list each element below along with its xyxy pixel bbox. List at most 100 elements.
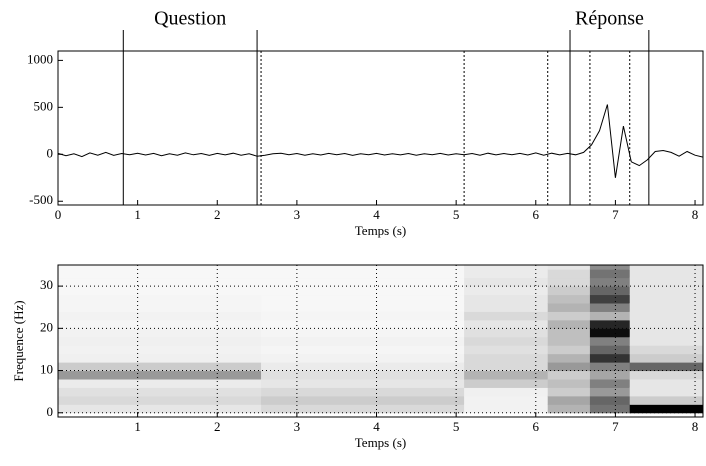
x-tick-label: 7 [612,207,619,222]
heat-cell [589,404,631,414]
heat-cell [589,294,631,304]
heat-cell [589,345,631,355]
heat-cell [464,277,549,287]
y-tick-label: 1000 [27,51,53,66]
heat-cell [58,404,262,414]
x-tick-label: 1 [134,419,141,434]
heat-cell [547,303,591,312]
heat-cell [58,286,262,296]
plot-frame [57,50,704,206]
plot-frame [57,264,704,418]
x-tick-label: 2 [214,419,221,434]
y-tick-label: 0 [47,145,54,160]
x-tick-label: 4 [373,207,380,222]
y-tick-label: -500 [29,192,53,207]
heat-cell [261,277,465,287]
y-tick-label: 10 [40,362,53,377]
heat-cell [589,362,631,372]
y-tick-label: 500 [34,98,54,113]
x-tick-label: 8 [692,419,699,434]
heat-cell [464,265,549,270]
x-tick-label: 5 [453,419,460,434]
heat-cell [58,269,262,279]
x-tick-label: 2 [214,207,221,222]
heat-cell [629,387,704,397]
heat-cell [547,286,591,296]
heat-cell [261,286,465,296]
heat-cell [464,395,549,405]
heat-cell [464,303,549,312]
x-tick-label: 6 [533,207,540,222]
x-tick-label: 4 [373,419,380,434]
heat-cell [261,319,465,329]
heat-cell [58,265,262,270]
y-tick-label: 20 [40,319,53,334]
heat-cell [547,404,591,414]
heat-cell [629,353,704,363]
heat-cell [629,328,704,338]
heat-cell [589,395,631,405]
heat-cell [629,345,704,355]
heat-cell [629,336,704,346]
heat-cell [58,336,262,346]
y-tick-label: 0 [47,404,54,419]
heat-cell [589,336,631,346]
heat-cell [629,362,704,372]
waveform [57,104,704,178]
heat-cell [629,311,704,321]
heat-cell [464,353,549,363]
heat-cell [261,294,465,304]
heat-cell [547,294,591,304]
heat-cell [464,269,549,279]
heat-cell [464,387,549,397]
heat-cell [261,353,465,363]
heat-cell [464,328,549,338]
heat-cell [547,336,591,346]
heat-cell [464,286,549,296]
heat-cell [629,303,704,312]
heat-cell [547,328,591,338]
heat-cell [464,311,549,321]
heat-cell [58,395,262,405]
heat-cell [547,345,591,355]
heat-cell [261,265,465,270]
heat-cell [464,345,549,355]
heat-cell [261,303,465,312]
heat-cell [629,319,704,329]
y-tick-label: 30 [40,277,53,292]
heat-cell [589,379,631,388]
heat-cell [629,294,704,304]
heat-cell [58,362,262,372]
heat-cell [629,404,704,414]
x-tick-label: 8 [692,207,699,222]
heat-cell [629,269,704,279]
heat-cell [589,265,631,270]
annotation: Question [154,8,226,30]
heat-cell [589,328,631,338]
heat-cell [261,345,465,355]
heat-cell [464,362,549,372]
heat-cell [547,387,591,397]
heat-cell [58,345,262,355]
heat-cell [629,265,704,270]
heat-cell [261,269,465,279]
heat-cell [464,379,549,388]
heat-cell [547,277,591,287]
heat-cell [629,277,704,287]
x-axis-label: Temps (s) [355,223,406,238]
heat-cell [547,269,591,279]
x-tick-label: 6 [533,419,540,434]
heat-cell [589,286,631,296]
heat-cell [261,311,465,321]
heat-cell [261,395,465,405]
heat-cell [58,277,262,287]
heat-cell [58,353,262,363]
heat-cell [58,311,262,321]
heat-cell [464,370,549,380]
heat-cell [629,379,704,388]
heat-cell [58,387,262,397]
x-tick-label: 3 [294,207,301,222]
heat-cell [464,319,549,329]
heat-cell [547,353,591,363]
